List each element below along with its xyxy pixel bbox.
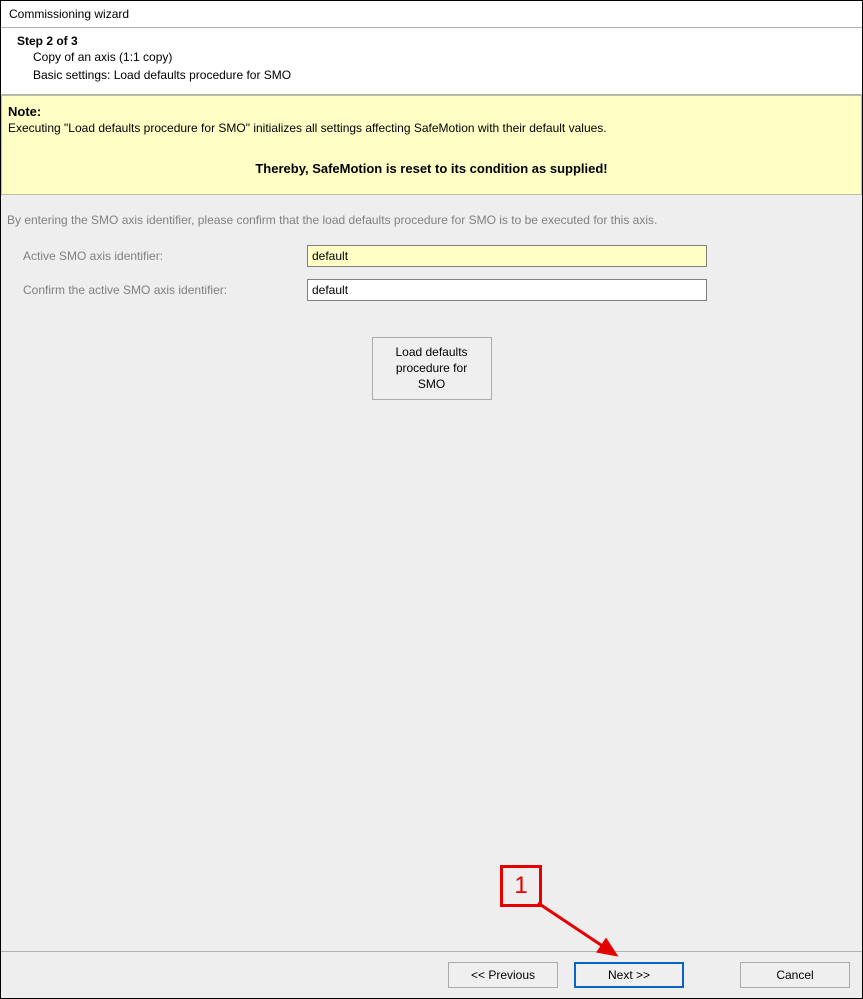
window-titlebar: Commissioning wizard <box>1 1 862 28</box>
annotation-number: 1 <box>500 865 542 907</box>
cancel-button[interactable]: Cancel <box>740 962 850 988</box>
form-area: Active SMO axis identifier: Confirm the … <box>1 233 862 412</box>
previous-button[interactable]: << Previous <box>448 962 558 988</box>
load-button-wrap: Load defaults procedure for SMO <box>7 337 856 400</box>
load-defaults-button[interactable]: Load defaults procedure for SMO <box>372 337 492 400</box>
step-subtitle-1: Copy of an axis (1:1 copy) <box>33 48 854 66</box>
confirm-id-label: Confirm the active SMO axis identifier: <box>7 283 307 297</box>
note-box: Note: Executing "Load defaults procedure… <box>1 95 862 195</box>
note-reset-warning: Thereby, SafeMotion is reset to its cond… <box>8 161 855 176</box>
note-text: Executing "Load defaults procedure for S… <box>8 121 855 135</box>
active-id-label: Active SMO axis identifier: <box>7 249 307 263</box>
annotation-callout: 1 <box>500 865 542 907</box>
content-area: Note: Executing "Load defaults procedure… <box>1 95 862 951</box>
wizard-footer: << Previous Next >> Cancel <box>1 951 862 998</box>
active-id-input <box>307 245 707 267</box>
next-button[interactable]: Next >> <box>574 962 684 988</box>
step-header: Step 2 of 3 Copy of an axis (1:1 copy) B… <box>1 28 862 95</box>
instruction-text: By entering the SMO axis identifier, ple… <box>1 195 862 233</box>
confirm-id-input[interactable] <box>307 279 707 301</box>
confirm-id-row: Confirm the active SMO axis identifier: <box>7 279 856 301</box>
step-subtitle-2: Basic settings: Load defaults procedure … <box>33 66 854 84</box>
wizard-window: Commissioning wizard Step 2 of 3 Copy of… <box>0 0 863 999</box>
note-label: Note: <box>8 104 855 119</box>
active-id-row: Active SMO axis identifier: <box>7 245 856 267</box>
window-title: Commissioning wizard <box>9 7 129 21</box>
step-title: Step 2 of 3 <box>17 34 854 48</box>
